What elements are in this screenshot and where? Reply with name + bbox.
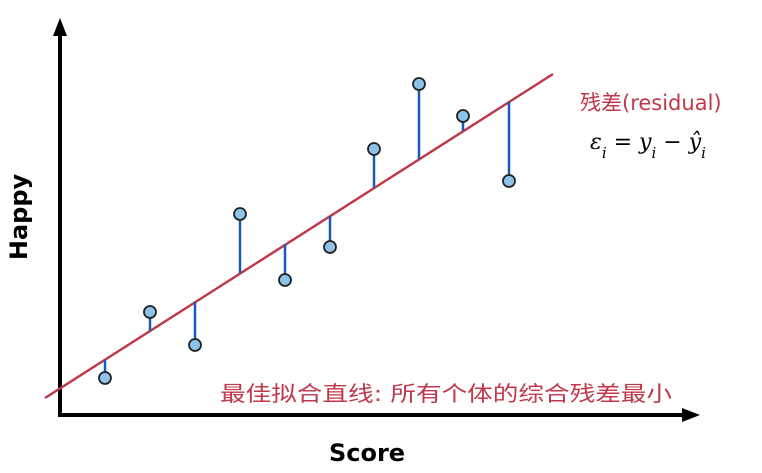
x-axis-title: Score — [329, 439, 405, 467]
residual-label: 残差(residual) — [580, 91, 722, 115]
data-point — [188, 338, 202, 352]
fit-line-caption: 最佳拟合直线: 所有个体的综合残差最小 — [220, 382, 672, 406]
x-axis-arrowhead — [682, 408, 700, 422]
formula-sub-i: i — [602, 144, 607, 162]
data-point — [143, 305, 157, 319]
y-axis-arrowhead — [53, 18, 67, 36]
formula-minus: − — [656, 130, 688, 155]
formula-epsilon: ε — [590, 130, 602, 155]
residual-formula: εi = yi − ŷi — [590, 130, 706, 162]
data-point — [502, 174, 516, 188]
formula-y-hat: ŷ — [688, 130, 702, 155]
best-fit-line — [44, 72, 554, 400]
formula-y: y — [638, 130, 652, 155]
data-point — [323, 240, 337, 254]
formula-sub-i: i — [651, 144, 656, 162]
data-point — [278, 273, 292, 287]
data-point — [98, 371, 112, 385]
data-point — [456, 109, 470, 123]
formula-equals: = — [607, 130, 639, 155]
data-points — [98, 77, 516, 385]
data-point — [412, 77, 426, 91]
data-point — [233, 207, 247, 221]
formula-sub-i: i — [701, 144, 706, 162]
data-point — [367, 142, 381, 156]
y-axis-title: Happy — [5, 174, 33, 261]
